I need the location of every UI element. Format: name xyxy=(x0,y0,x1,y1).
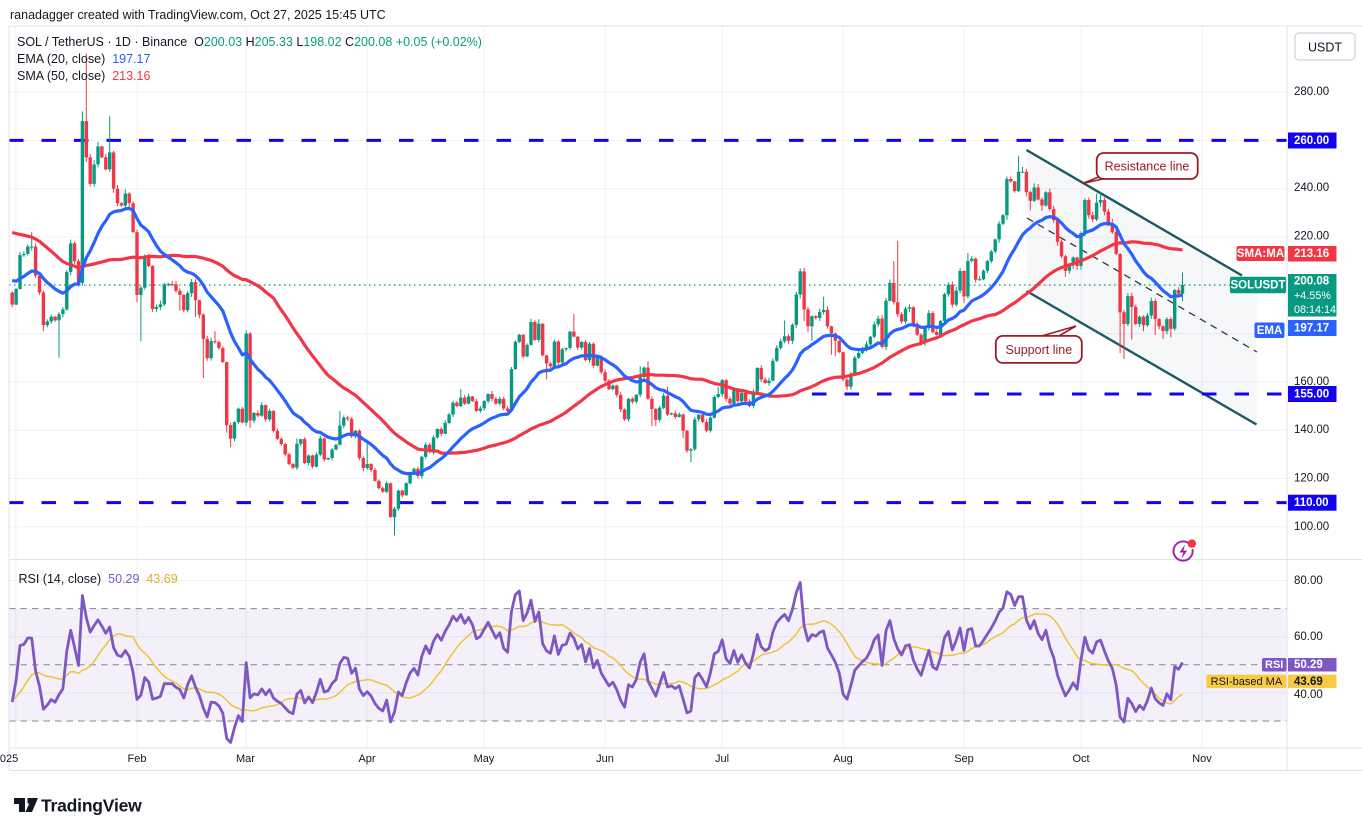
svg-text:140.00: 140.00 xyxy=(1294,424,1329,436)
svg-text:43.69: 43.69 xyxy=(1294,676,1323,688)
svg-text:2025: 2025 xyxy=(0,753,18,765)
svg-text:60.00: 60.00 xyxy=(1294,631,1323,643)
svg-text:240.00: 240.00 xyxy=(1294,182,1329,194)
svg-text:Support line: Support line xyxy=(1005,343,1072,357)
svg-text:USDT: USDT xyxy=(1308,41,1342,55)
svg-text:ranadagger created with Tradin: ranadagger created with TradingView.com,… xyxy=(10,8,386,22)
svg-text:110.00: 110.00 xyxy=(1294,497,1329,509)
svg-text:+4.55%: +4.55% xyxy=(1294,290,1331,302)
svg-text:SMA (50, close) 213.16: SMA (50, close) 213.16 xyxy=(17,69,150,83)
svg-text:213.16: 213.16 xyxy=(1294,248,1329,260)
svg-text:155.00: 155.00 xyxy=(1294,389,1329,401)
svg-text:RSI: RSI xyxy=(1265,659,1283,671)
svg-text:Sep: Sep xyxy=(954,753,974,765)
svg-text:Feb: Feb xyxy=(128,753,147,765)
svg-text:200.08: 200.08 xyxy=(1294,276,1330,288)
svg-text:220.00: 220.00 xyxy=(1294,231,1329,243)
svg-text:Jul: Jul xyxy=(715,753,729,765)
svg-text:160.00: 160.00 xyxy=(1294,376,1329,388)
svg-text:RSI (14, close) 50.29 43.69: RSI (14, close) 50.29 43.69 xyxy=(19,572,178,586)
svg-text:RSI-based MA: RSI-based MA xyxy=(1211,676,1283,688)
svg-text:Jun: Jun xyxy=(596,753,614,765)
svg-text:260.00: 260.00 xyxy=(1294,135,1329,147)
svg-text:Oct: Oct xyxy=(1072,753,1089,765)
svg-text:100.00: 100.00 xyxy=(1294,521,1329,533)
svg-text:Resistance line: Resistance line xyxy=(1105,160,1190,174)
svg-text:197.17: 197.17 xyxy=(1294,323,1329,335)
svg-text:SOLUSDT: SOLUSDT xyxy=(1231,280,1286,292)
svg-text:Apr: Apr xyxy=(358,753,375,765)
svg-text:TradingView: TradingView xyxy=(41,796,142,816)
svg-text:EMA: EMA xyxy=(1257,325,1283,337)
svg-text:Nov: Nov xyxy=(1192,753,1212,765)
svg-text:120.00: 120.00 xyxy=(1294,473,1329,485)
svg-text:08:14:14: 08:14:14 xyxy=(1294,304,1336,316)
svg-text:May: May xyxy=(474,753,495,765)
svg-text:80.00: 80.00 xyxy=(1294,575,1323,587)
svg-text:EMA (20, close) 197.17: EMA (20, close) 197.17 xyxy=(17,52,150,66)
svg-text:SOL / TetherUS · 1D · Binance: SOL / TetherUS · 1D · Binance O200.03 H2… xyxy=(17,35,482,49)
svg-text:50.29: 50.29 xyxy=(1294,659,1323,671)
svg-text:280.00: 280.00 xyxy=(1294,86,1329,98)
svg-text:40.00: 40.00 xyxy=(1294,689,1323,701)
svg-text:Aug: Aug xyxy=(833,753,853,765)
svg-text:SMA:MA: SMA:MA xyxy=(1237,248,1284,260)
svg-text:Mar: Mar xyxy=(236,753,255,765)
